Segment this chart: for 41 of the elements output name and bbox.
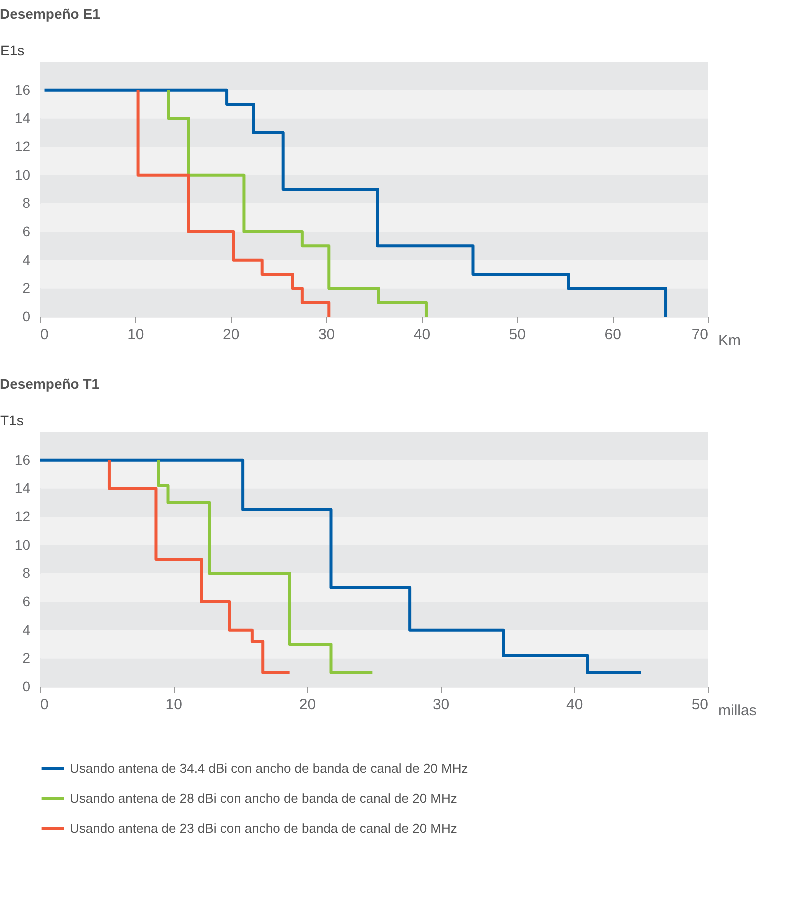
y-axis-title: T1s	[0, 412, 24, 428]
y-tick-label: 2	[22, 650, 31, 666]
x-tick-label: 0	[40, 696, 49, 714]
chart-title: Desempeño E1	[0, 6, 101, 22]
y-tick-label: 14	[14, 480, 31, 496]
x-tick-label: 50	[509, 326, 526, 344]
y-tick-label: 8	[22, 195, 31, 212]
y-tick-label: 10	[14, 536, 31, 553]
x-tick-label: 20	[223, 326, 240, 344]
x-tick-label: 10	[128, 326, 144, 344]
x-tick-label: 30	[432, 696, 450, 714]
y-tick-label: 12	[14, 138, 31, 154]
chart-title: Desempeño T1	[0, 376, 100, 392]
legend-label: Usando antena de 23 dBi con ancho de banda de canal de 20 MHz	[70, 821, 458, 836]
y-tick-label: 6	[22, 594, 31, 610]
y-axis-title: E1s	[0, 42, 25, 58]
y-tick-label: 0	[22, 678, 31, 694]
y-tick-label: 14	[14, 110, 31, 126]
x-tick-label: 60	[604, 326, 622, 344]
x-tick-label: 50	[692, 696, 708, 714]
x-axis-title: millas	[718, 702, 757, 720]
legend-label: Usando antena de 28 dBi con ancho de banda de canal de 20 MHz	[70, 791, 458, 806]
y-tick-label: 4	[22, 622, 31, 638]
y-tick-label: 6	[22, 224, 31, 240]
y-tick-label: 2	[22, 280, 31, 296]
x-axis-title: Km	[718, 332, 741, 350]
y-tick-label: 0	[22, 308, 31, 324]
y-tick-label: 8	[22, 565, 31, 582]
y-tick-label: 10	[14, 166, 31, 183]
x-tick-label: 70	[692, 326, 708, 344]
legend-label: Usando antena de 34.4 dBi con ancho de banda de canal de 20 MHz	[70, 761, 468, 776]
y-tick-label: 16	[14, 82, 31, 98]
x-tick-label: 20	[299, 696, 316, 714]
y-tick-label: 12	[14, 508, 31, 524]
y-tick-label: 16	[14, 452, 31, 468]
y-tick-label: 4	[22, 252, 31, 268]
x-tick-label: 30	[318, 326, 336, 344]
x-tick-label: 40	[414, 326, 431, 344]
x-tick-label: 40	[566, 696, 584, 714]
x-tick-label: 10	[166, 696, 182, 714]
x-tick-label: 0	[40, 326, 49, 344]
